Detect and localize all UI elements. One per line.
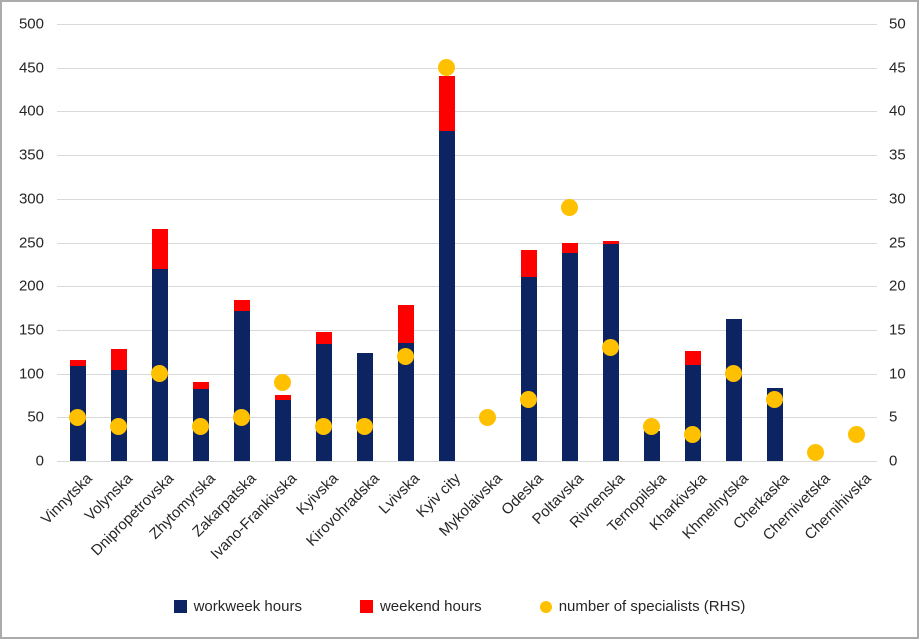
legend-label: weekend hours	[379, 598, 482, 615]
bar-weekend	[233, 300, 250, 311]
legend: workweek hours weekend hours number of spe…	[2, 598, 917, 615]
specialists-dot	[520, 391, 537, 409]
y-axis-label-left: 250	[18, 234, 44, 251]
gridline	[57, 67, 877, 69]
gridline	[57, 242, 877, 244]
y-axis-label-right: 10	[889, 365, 906, 383]
gridline	[57, 286, 877, 288]
y-axis-label-right: 45	[889, 59, 906, 77]
y-axis-label-left: 350	[18, 146, 44, 164]
y-axis-label-right: 5	[889, 408, 898, 426]
legend-item: number of specialists (RHS)	[539, 598, 746, 615]
y-axis-label-right: 35	[889, 146, 906, 164]
specialists-dot	[438, 59, 455, 77]
y-axis-label-left: 300	[18, 190, 44, 208]
specialists-dot	[397, 347, 414, 365]
specialists-dot	[643, 417, 660, 435]
specialists-dot	[274, 373, 291, 391]
bar-weekend	[602, 240, 619, 245]
bar-workweek	[274, 399, 291, 461]
gridline	[57, 461, 877, 462]
bar-workweek	[151, 268, 168, 461]
gridline	[57, 329, 877, 331]
gridline	[57, 417, 877, 419]
bar-weekend	[274, 394, 291, 400]
bar-weekend	[151, 229, 168, 269]
gridline	[57, 198, 877, 200]
bar-workweek	[561, 252, 578, 461]
y-axis-label-right: 25	[889, 234, 906, 251]
bar-weekend	[520, 250, 537, 277]
legend-item: workweek hours	[173, 598, 302, 615]
bar-weekend	[315, 331, 332, 344]
legend-circle-swatch-icon	[539, 600, 552, 613]
bar-workweek	[438, 130, 455, 461]
specialists-dot	[684, 426, 701, 444]
legend-square-swatch-icon	[359, 600, 373, 613]
specialists-dot	[110, 417, 127, 435]
y-axis-label-left: 100	[18, 365, 44, 383]
y-axis-label-left: 450	[18, 59, 44, 77]
y-axis-label-right: 20	[889, 277, 906, 295]
bar-workweek	[356, 352, 373, 461]
bar-weekend	[192, 382, 209, 390]
specialists-dot	[602, 338, 619, 356]
bar-workweek	[397, 343, 414, 461]
specialists-dot	[807, 443, 824, 461]
specialists-dot	[192, 417, 209, 435]
y-axis-label-left: 200	[18, 277, 44, 295]
y-axis-label-right: 30	[889, 190, 906, 208]
x-axis-label: Vinnytska	[37, 470, 96, 528]
y-axis-label-right: 50	[889, 15, 906, 33]
legend-square-swatch-icon	[173, 600, 187, 613]
specialists-dot	[151, 365, 168, 383]
y-axis-label-right: 15	[889, 321, 906, 339]
specialists-dot	[233, 408, 250, 426]
bar-workweek	[520, 276, 537, 461]
specialists-dot	[69, 408, 86, 426]
specialists-dot	[356, 417, 373, 435]
bar-workweek	[315, 343, 332, 461]
legend-item: weekend hours	[359, 598, 482, 615]
bar-workweek	[725, 318, 742, 461]
gridline	[57, 24, 877, 25]
y-axis-label-right: 40	[889, 102, 906, 120]
bar-weekend	[110, 349, 127, 371]
specialists-dot	[725, 365, 742, 383]
gridline	[57, 111, 877, 113]
y-axis-label-left: 400	[18, 102, 44, 120]
specialists-dot	[848, 426, 865, 444]
bar-workweek	[684, 364, 701, 461]
specialists-dot	[766, 391, 783, 409]
bar-weekend	[397, 305, 414, 343]
bar-workweek	[110, 370, 127, 461]
y-axis-label-right: 0	[889, 452, 898, 470]
y-axis-label-left: 500	[18, 15, 44, 33]
legend-label: number of specialists (RHS)	[558, 598, 746, 615]
legend-label: workweek hours	[193, 598, 302, 615]
specialists-dot	[561, 199, 578, 217]
y-axis-label-left: 0	[35, 452, 44, 470]
y-axis-label-left: 50	[27, 408, 44, 426]
specialists-dot	[315, 417, 332, 435]
bar-weekend	[438, 76, 455, 131]
bar-weekend	[69, 360, 86, 366]
bar-weekend	[684, 350, 701, 365]
gridline	[57, 373, 877, 375]
bar-weekend	[561, 242, 578, 253]
x-axis-label: Kirovohradska	[302, 470, 383, 550]
y-axis-label-left: 150	[18, 321, 44, 339]
bar-workweek	[233, 310, 250, 461]
specialists-dot	[479, 408, 496, 426]
bar-workweek	[643, 431, 660, 461]
gridline	[57, 155, 877, 157]
